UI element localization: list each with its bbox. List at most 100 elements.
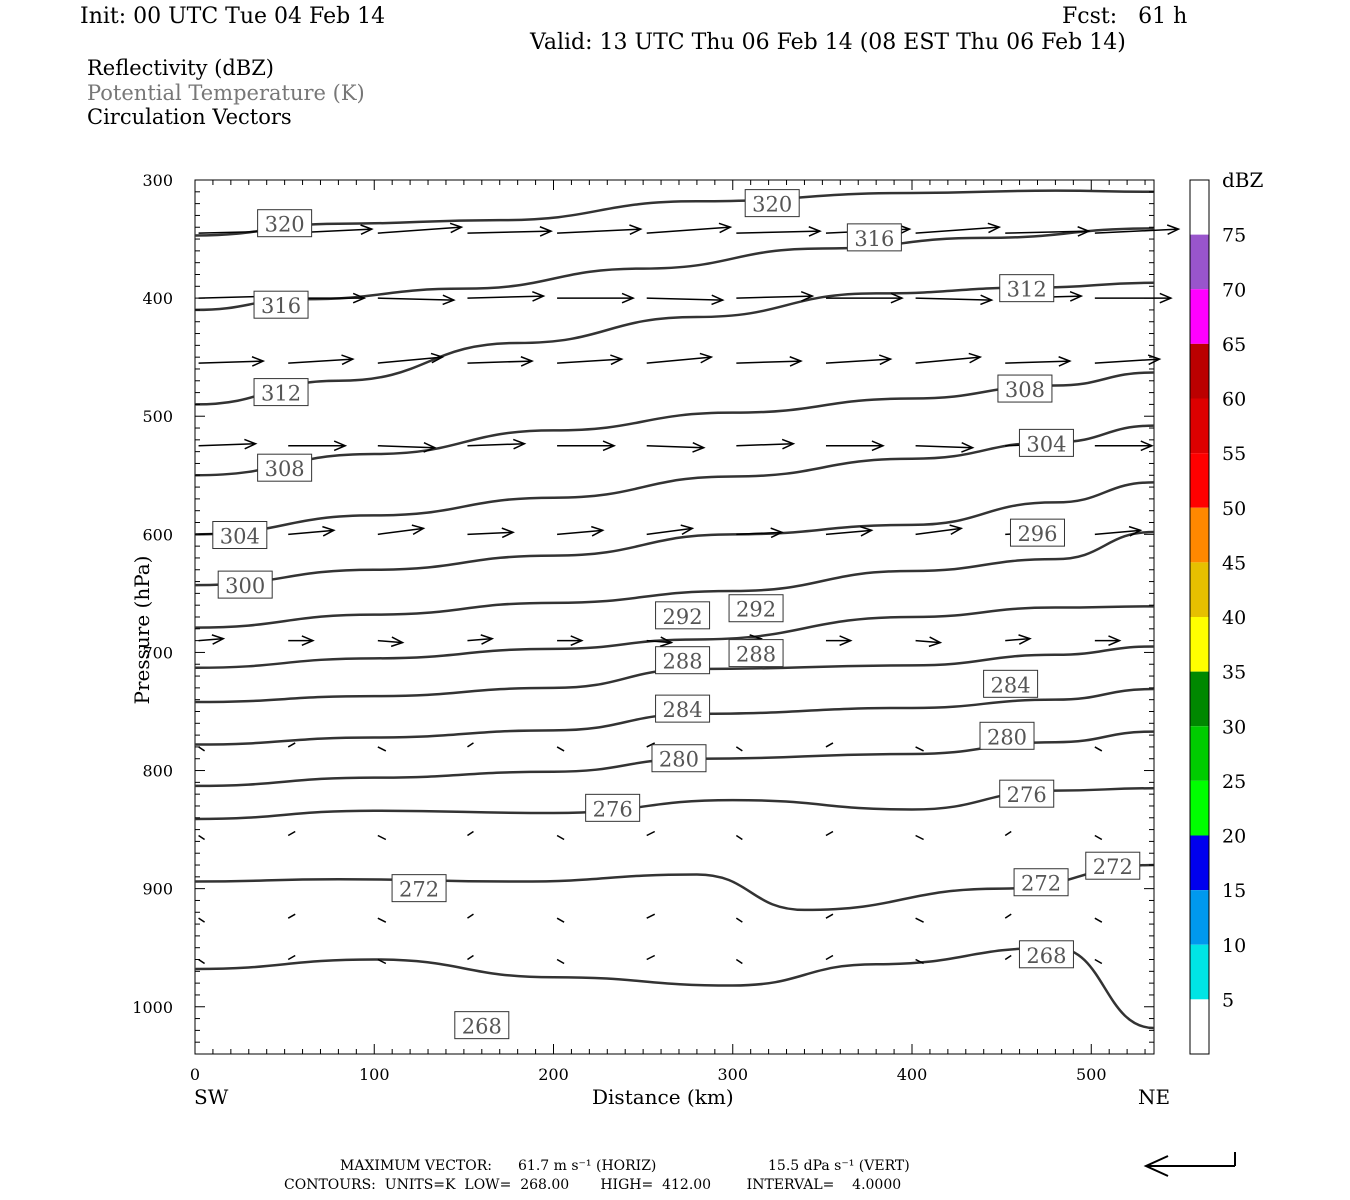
colorbar-label: 60: [1222, 389, 1246, 411]
contour-label-box: [212, 521, 268, 550]
vector-shaft: [557, 228, 641, 234]
contour-label-text: 320: [265, 213, 305, 237]
vector-head: [449, 222, 464, 234]
theta-contour-268: [194, 946, 1155, 1030]
contour-label-304: 304: [212, 521, 268, 550]
vector-head: [390, 636, 405, 648]
max-vector-vert: 15.5 dPa s⁻¹ (VERT): [768, 1158, 910, 1174]
vector-shaft: [735, 746, 743, 752]
colorbar-segment: [1190, 289, 1209, 344]
contour-label-box: [391, 874, 447, 903]
x-tick-label: 400: [897, 1065, 928, 1084]
vector-head: [711, 294, 725, 306]
vector-head: [859, 525, 874, 537]
vector-head: [659, 636, 674, 648]
vector-shaft: [735, 958, 743, 965]
vector-shaft: [646, 830, 656, 837]
vector-shaft: [467, 637, 493, 642]
contour-label-text: 288: [663, 650, 703, 674]
vector-head: [411, 524, 426, 536]
y-tick-label: 300: [142, 171, 173, 190]
x-tick-label: 0: [190, 1065, 200, 1084]
vector-shaft: [377, 356, 443, 364]
colorbar-segment: [1190, 835, 1209, 891]
vector-shaft: [467, 742, 474, 748]
vector-shaft: [198, 360, 264, 364]
vector-head: [680, 524, 695, 536]
contour-label-box: [1013, 868, 1069, 897]
vector-shaft: [825, 742, 834, 748]
vector-shaft: [1094, 529, 1141, 536]
vector-shaft: [198, 958, 206, 965]
contour-label-text: 276: [1007, 783, 1047, 807]
contour-label-312: 312: [253, 378, 309, 407]
vector-head: [244, 438, 258, 450]
contour-label-text: 276: [593, 797, 633, 821]
vector-head: [322, 525, 336, 537]
vector-shaft: [915, 917, 924, 923]
contour-label-296: 296: [1009, 518, 1065, 547]
max-vector-horiz: 61.7 m s⁻¹ (HORIZ): [518, 1158, 657, 1174]
contour-label-text: 280: [987, 725, 1027, 749]
vector-head: [890, 292, 904, 304]
vector-shaft: [1004, 954, 1012, 961]
colorbar-label: 10: [1222, 935, 1246, 957]
vector-shaft: [736, 295, 813, 299]
vector-shaft: [646, 639, 672, 644]
vector-shaft: [915, 297, 992, 301]
vector-head: [570, 635, 584, 646]
vector-head: [520, 356, 534, 367]
vector-shaft: [287, 954, 296, 961]
colorbar-label: 20: [1222, 826, 1246, 848]
contour-label-box: [253, 290, 309, 319]
contour-label-box: [979, 721, 1035, 750]
vector-head: [251, 356, 266, 367]
contour-label-320: 320: [257, 209, 313, 238]
contour-label-box: [1009, 518, 1065, 547]
vector-shaft: [377, 917, 387, 923]
contour-label-box: [1018, 940, 1074, 969]
colorbar-segment: [1190, 343, 1209, 399]
y-tick-label: 800: [142, 762, 173, 781]
contour-label-text: 280: [659, 748, 699, 772]
contour-label-text: 268: [1026, 944, 1066, 968]
vector-head: [1159, 292, 1173, 304]
vector-shaft: [736, 442, 794, 447]
vector-head: [839, 635, 853, 646]
vector-shaft: [1094, 958, 1103, 965]
vector-shaft: [377, 444, 435, 449]
theta-contour-320: [194, 189, 1155, 237]
contour-label-276: 276: [585, 793, 641, 822]
contour-label-box: [655, 646, 711, 675]
vector-head: [871, 440, 885, 452]
vector-head: [987, 222, 1002, 234]
contour-label-268: 268: [1018, 940, 1074, 969]
vector-shaft: [825, 913, 834, 919]
colorbar-segment: [1190, 890, 1209, 945]
contour-label-text: 272: [399, 878, 439, 902]
vector-shaft: [1094, 358, 1160, 364]
contour-label-box: [655, 694, 711, 723]
vector-head: [980, 294, 994, 306]
vector-head: [591, 525, 605, 537]
y-axis-title: Pressure (hPa): [130, 555, 154, 705]
contour-label-text: 296: [1017, 522, 1057, 546]
vector-shaft: [467, 230, 552, 234]
vector-shaft: [646, 297, 723, 301]
contour-label-box: [983, 669, 1039, 698]
vector-shaft: [915, 444, 973, 449]
vector-head: [539, 226, 553, 237]
vector-shaft: [646, 527, 693, 536]
contour-label-280: 280: [651, 744, 707, 773]
vector-head: [770, 527, 784, 539]
vector-shaft: [556, 958, 565, 965]
contour-label-272: 272: [1013, 868, 1069, 897]
contour-label-text: 292: [736, 598, 776, 622]
x-tick-label: 100: [359, 1065, 390, 1084]
contour-label-box: [999, 779, 1055, 808]
vector-head: [360, 224, 374, 236]
vector-head: [968, 352, 983, 364]
vector-shaft: [1004, 830, 1012, 837]
valid-time: Valid: 13 UTC Thu 06 Feb 14 (08 EST Thu …: [530, 30, 1126, 55]
vector-shaft: [1005, 230, 1089, 234]
